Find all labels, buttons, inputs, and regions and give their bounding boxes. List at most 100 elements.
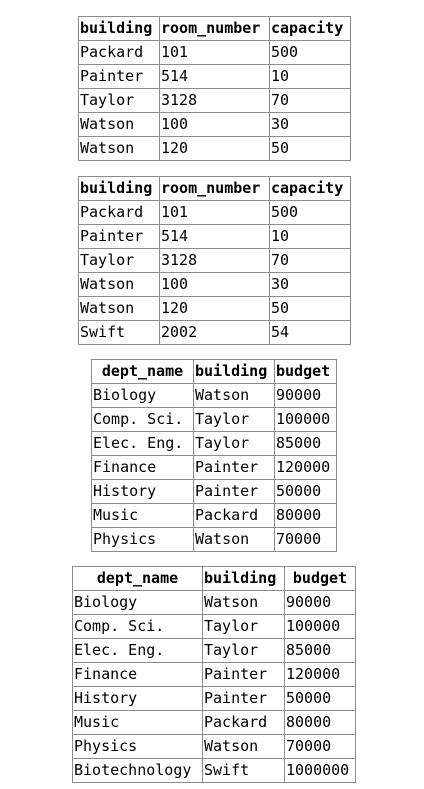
table-row: History Painter 50000 xyxy=(91,479,337,504)
table-cell: 120000 xyxy=(284,662,356,687)
table-row: Comp. Sci. Taylor 100000 xyxy=(72,614,356,639)
table-cell: Taylor xyxy=(193,431,275,456)
department-table-updated: dept_name building budget Biology Watson… xyxy=(72,566,356,783)
table-cell: 1000000 xyxy=(284,758,356,783)
table-row: Swift 2002 54 xyxy=(78,320,351,345)
table-row: Packard 101 500 xyxy=(78,200,351,225)
table-row: Physics Watson 70000 xyxy=(91,527,337,552)
column-header: building xyxy=(202,566,285,591)
table-cell: Painter xyxy=(193,455,275,480)
table-cell: 101 xyxy=(159,200,270,225)
column-header: budget xyxy=(284,566,356,591)
table-cell: Taylor xyxy=(202,638,285,663)
column-header: room_number xyxy=(159,16,270,41)
table-row: Comp. Sci. Taylor 100000 xyxy=(91,407,337,432)
table-cell: 100 xyxy=(159,112,270,137)
table-cell: Painter xyxy=(78,64,160,89)
table-cell: 100000 xyxy=(284,614,356,639)
classroom-table-updated: building room_number capacity Packard 10… xyxy=(78,176,351,345)
table-cell: 100000 xyxy=(274,407,337,432)
table-cell: Comp. Sci. xyxy=(91,407,194,432)
table-cell: Music xyxy=(91,503,194,528)
table-cell: Physics xyxy=(72,734,203,759)
table-cell: Elec. Eng. xyxy=(72,638,203,663)
table-row: Elec. Eng. Taylor 85000 xyxy=(72,638,356,663)
table-row: Finance Painter 120000 xyxy=(91,455,337,480)
table-cell: 90000 xyxy=(284,590,356,615)
table-cell: Biotechnology xyxy=(72,758,203,783)
table-row: Painter 514 10 xyxy=(78,64,351,89)
table-cell: 3128 xyxy=(159,248,270,273)
table-row: Watson 100 30 xyxy=(78,112,351,137)
table-cell: Taylor xyxy=(193,407,275,432)
table-cell: 10 xyxy=(269,64,351,89)
table-row: Biology Watson 90000 xyxy=(72,590,356,615)
table-cell: Swift xyxy=(202,758,285,783)
table-cell: Packard xyxy=(78,200,160,225)
table-cell: Taylor xyxy=(202,614,285,639)
table-cell: Elec. Eng. xyxy=(91,431,194,456)
table-row: History Painter 50000 xyxy=(72,686,356,711)
table-row: Painter 514 10 xyxy=(78,224,351,249)
column-header: building xyxy=(78,176,160,201)
table-row: Physics Watson 70000 xyxy=(72,734,356,759)
table-cell: Watson xyxy=(78,272,160,297)
table-cell: Packard xyxy=(202,710,285,735)
table-cell: Painter xyxy=(78,224,160,249)
table-row: Biotechnology Swift 1000000 xyxy=(72,758,356,783)
table-cell: 30 xyxy=(269,272,351,297)
header-row: dept_name building budget xyxy=(91,359,337,384)
table-cell: 80000 xyxy=(284,710,356,735)
column-header: budget xyxy=(274,359,337,384)
table-cell: 50000 xyxy=(284,686,356,711)
table-row: Watson 120 50 xyxy=(78,296,351,321)
table-cell: Music xyxy=(72,710,203,735)
table-cell: Physics xyxy=(91,527,194,552)
column-header: room_number xyxy=(159,176,270,201)
table-row: Taylor 3128 70 xyxy=(78,248,351,273)
table-cell: 70000 xyxy=(284,734,356,759)
table-cell: Packard xyxy=(193,503,275,528)
table-cell: Watson xyxy=(78,296,160,321)
table-cell: 70 xyxy=(269,248,351,273)
table-cell: 500 xyxy=(269,200,351,225)
table-cell: Watson xyxy=(78,112,160,137)
table-cell: Painter xyxy=(202,662,285,687)
table-cell: 2002 xyxy=(159,320,270,345)
table-cell: Finance xyxy=(72,662,203,687)
table-row: Music Packard 80000 xyxy=(72,710,356,735)
table-row: Elec. Eng. Taylor 85000 xyxy=(91,431,337,456)
table-cell: Biology xyxy=(91,383,194,408)
table-cell: 70 xyxy=(269,88,351,113)
column-header: capacity xyxy=(269,176,351,201)
header-row: dept_name building budget xyxy=(72,566,356,591)
table-cell: Watson xyxy=(202,590,285,615)
table-cell: Watson xyxy=(202,734,285,759)
table-cell: 3128 xyxy=(159,88,270,113)
table-cell: 30 xyxy=(269,112,351,137)
table-cell: Comp. Sci. xyxy=(72,614,203,639)
column-header: dept_name xyxy=(72,566,203,591)
column-header: building xyxy=(78,16,160,41)
table-row: Packard 101 500 xyxy=(78,40,351,65)
table-cell: History xyxy=(91,479,194,504)
table-cell: 120 xyxy=(159,296,270,321)
table-cell: 50 xyxy=(269,136,351,161)
table-cell: 50 xyxy=(269,296,351,321)
table-row: Finance Painter 120000 xyxy=(72,662,356,687)
table-row: Taylor 3128 70 xyxy=(78,88,351,113)
table-cell: Finance xyxy=(91,455,194,480)
table-cell: 100 xyxy=(159,272,270,297)
table-cell: 101 xyxy=(159,40,270,65)
table-cell: Biology xyxy=(72,590,203,615)
table-cell: Taylor xyxy=(78,88,160,113)
table-cell: 80000 xyxy=(274,503,337,528)
table-cell: 514 xyxy=(159,64,270,89)
table-cell: Painter xyxy=(202,686,285,711)
table-cell: 90000 xyxy=(274,383,337,408)
header-row: building room_number capacity xyxy=(78,176,351,201)
table-cell: 50000 xyxy=(274,479,337,504)
table-cell: 85000 xyxy=(274,431,337,456)
table-cell: Swift xyxy=(78,320,160,345)
table-cell: Packard xyxy=(78,40,160,65)
